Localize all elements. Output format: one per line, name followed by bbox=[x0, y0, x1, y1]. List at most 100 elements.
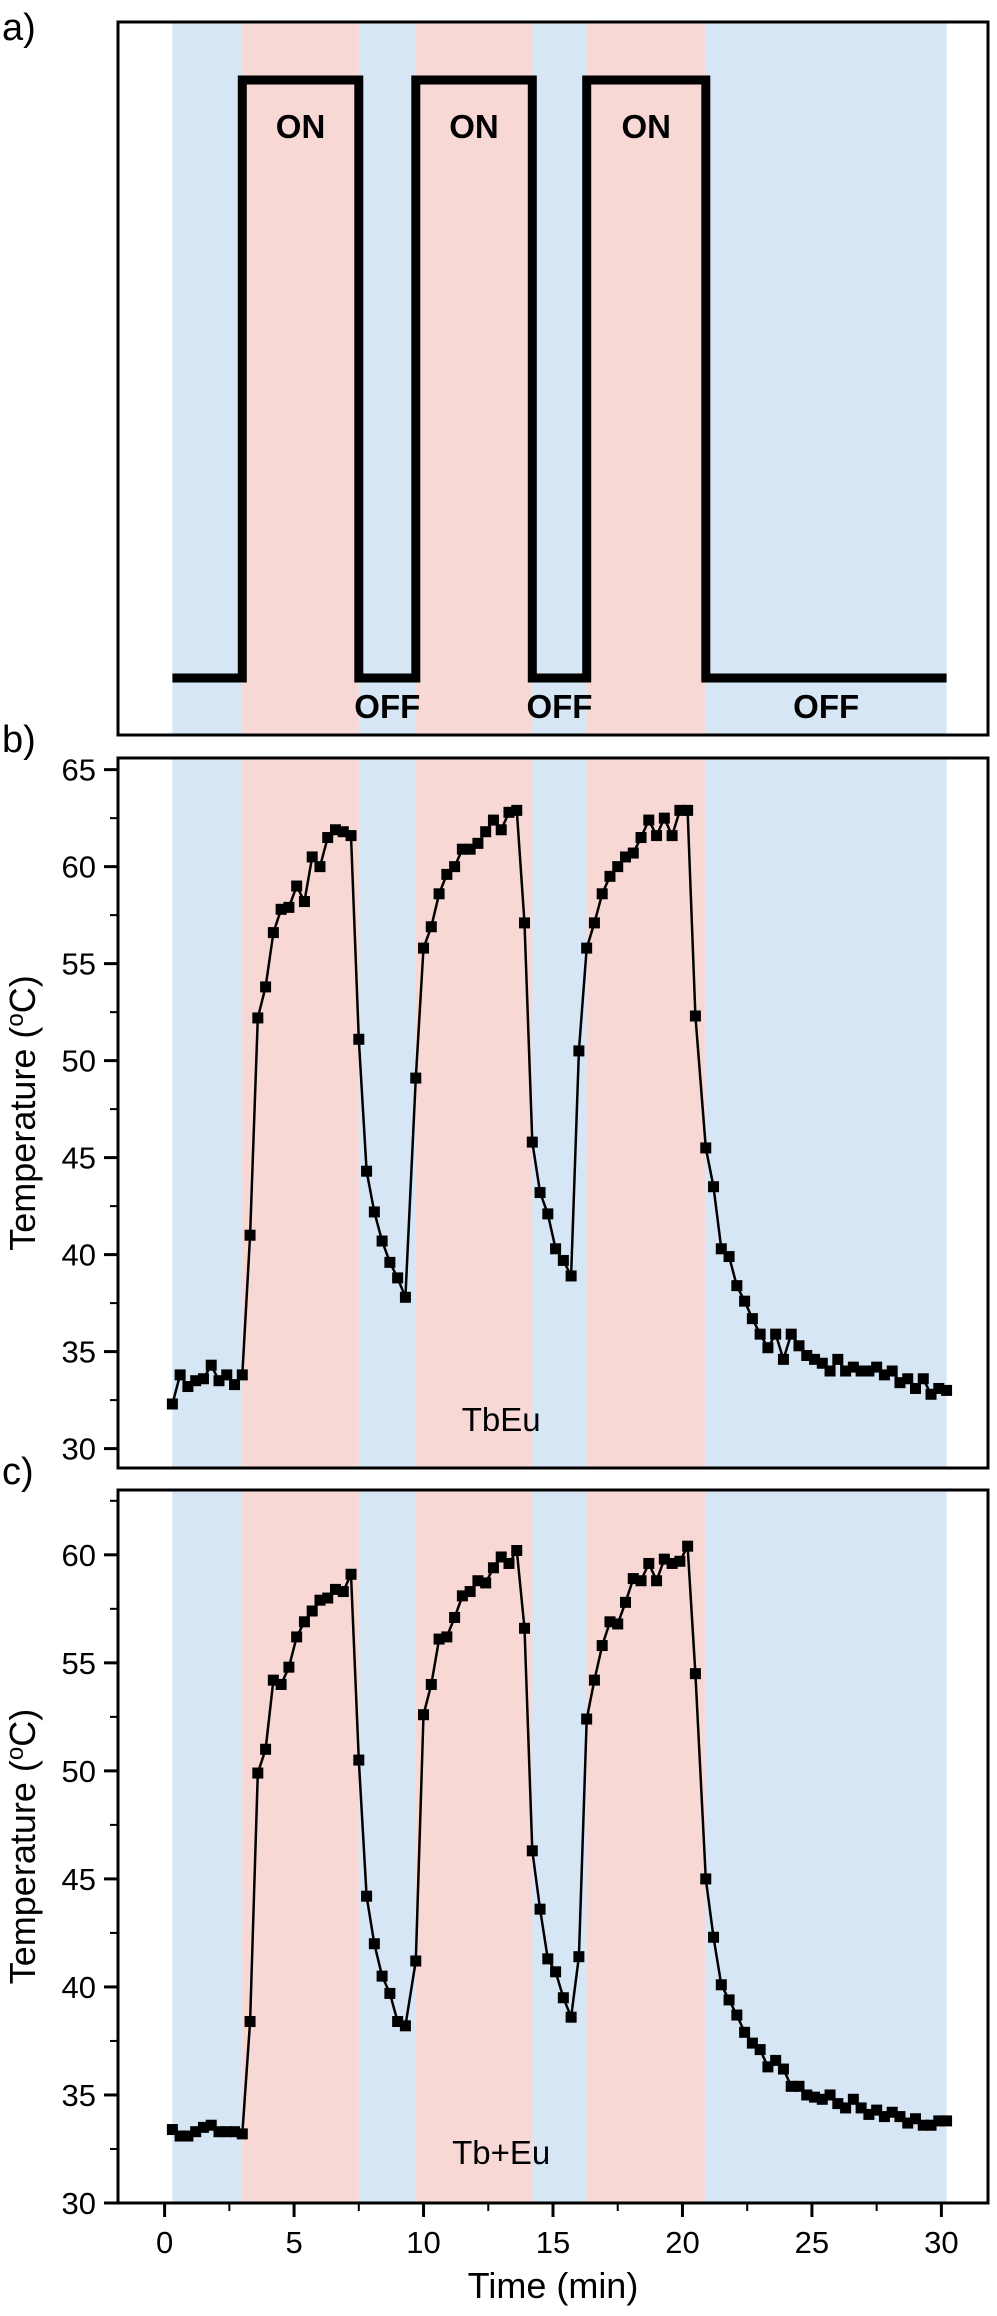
x-tick-label-3: 15 bbox=[536, 2225, 570, 2260]
panel-c-point-81 bbox=[801, 2089, 813, 2101]
panel-c-point-38 bbox=[464, 1586, 476, 1598]
panel-b-y-tick-label-2: 40 bbox=[62, 1238, 96, 1273]
x-tick-label-0: 0 bbox=[156, 2225, 173, 2260]
panel-b-point-83 bbox=[816, 1357, 828, 1369]
panel-b-point-60 bbox=[635, 832, 647, 844]
panel-c-point-39 bbox=[472, 1575, 484, 1587]
panel-c-point-13 bbox=[267, 1674, 279, 1686]
panel-c-point-14 bbox=[275, 1678, 287, 1690]
panel-b-point-43 bbox=[503, 806, 515, 818]
panel-c-point-29 bbox=[392, 2016, 404, 2028]
panel-c-point-32 bbox=[418, 1709, 430, 1721]
panel-c-y-tick-label-0: 30 bbox=[62, 2186, 96, 2221]
state-label-off-5: OFF bbox=[793, 688, 859, 725]
panel-b-point-1 bbox=[174, 1369, 186, 1381]
panel-c-point-27 bbox=[376, 1970, 388, 1982]
panel-b-point-24 bbox=[353, 1033, 365, 1045]
panel-b-point-62 bbox=[651, 830, 663, 842]
panel-c-point-41 bbox=[487, 1562, 499, 1574]
panel-c-point-74 bbox=[746, 2037, 758, 2049]
x-axis-title: Time (min) bbox=[468, 2265, 639, 2306]
panel-c-point-20 bbox=[322, 1592, 334, 1604]
panel-c-point-54 bbox=[588, 1674, 600, 1686]
panel-c-band-off-0 bbox=[172, 1490, 243, 2203]
panel-c-y-tick-label-5: 55 bbox=[62, 1646, 96, 1681]
panel-c-point-97 bbox=[925, 2119, 937, 2131]
panel-b-point-73 bbox=[739, 1295, 751, 1307]
panel-b-point-80 bbox=[793, 1340, 805, 1352]
panel-b-point-48 bbox=[542, 1208, 554, 1220]
panel-b-point-94 bbox=[902, 1373, 914, 1385]
panel-b-point-64 bbox=[666, 830, 678, 842]
panel-c-point-35 bbox=[441, 1631, 453, 1643]
x-tick-label-5: 25 bbox=[795, 2225, 829, 2260]
panel-c-point-17 bbox=[298, 1616, 310, 1628]
panel-b-point-53 bbox=[581, 942, 593, 954]
panel-c-point-60 bbox=[635, 1575, 647, 1587]
panel-c-point-68 bbox=[700, 1873, 712, 1885]
panel-b-point-69 bbox=[708, 1181, 720, 1193]
panel-c-point-82 bbox=[809, 2091, 821, 2103]
panel-a-bands bbox=[172, 22, 947, 735]
panel-b-point-14 bbox=[275, 903, 287, 915]
panel-b-point-59 bbox=[627, 847, 639, 859]
panel-b-point-82 bbox=[809, 1353, 821, 1365]
panel-c-band-off-2 bbox=[358, 1490, 416, 2203]
panel-c-point-21 bbox=[330, 1583, 341, 1595]
panel-c-point-92 bbox=[886, 2106, 898, 2118]
panel-c-point-58 bbox=[620, 1596, 631, 1608]
panel-b-point-50 bbox=[557, 1254, 569, 1266]
panel-b-point-81 bbox=[801, 1349, 813, 1361]
panel-c-point-48 bbox=[542, 1953, 554, 1965]
panel-a-frame bbox=[116, 20, 990, 737]
panel-c-point-61 bbox=[643, 1557, 655, 1569]
panel-b-point-72 bbox=[731, 1280, 743, 1292]
panel-b-point-85 bbox=[832, 1353, 844, 1365]
panel-c-point-5 bbox=[205, 2119, 217, 2131]
panel-b-point-29 bbox=[392, 1272, 404, 1284]
panel-c-point-99 bbox=[941, 2115, 953, 2127]
panel-b-point-17 bbox=[298, 896, 310, 908]
panel-b-series bbox=[166, 804, 953, 1410]
panel-c-point-25 bbox=[361, 1890, 373, 1902]
panel-b-y-axis-title-sup: o bbox=[2, 1013, 29, 1026]
panel-c-point-56 bbox=[604, 1616, 616, 1628]
panel-c-point-91 bbox=[878, 2111, 890, 2123]
panel-b-point-6 bbox=[213, 1375, 225, 1387]
panel-c-y-axis-title-a: Temperature ( bbox=[2, 1760, 43, 1984]
panel-c-point-96 bbox=[917, 2119, 929, 2131]
panel-b-band-on-1 bbox=[242, 758, 359, 1468]
panel-b-y-tick-label-0: 30 bbox=[62, 1432, 96, 1467]
panel-b-point-4 bbox=[197, 1373, 209, 1385]
panel-c-point-78 bbox=[777, 2063, 789, 2075]
panel-c-point-53 bbox=[581, 1713, 593, 1725]
panel-b-point-78 bbox=[777, 1353, 789, 1365]
panel-b-point-95 bbox=[910, 1382, 921, 1394]
panel-c-point-3 bbox=[190, 2126, 202, 2138]
panel-b-point-41 bbox=[487, 814, 499, 826]
panel-b-point-67 bbox=[689, 1010, 701, 1022]
panel-b-point-46 bbox=[526, 1136, 538, 1148]
panel-b-point-89 bbox=[863, 1365, 875, 1377]
panel-b-point-11 bbox=[252, 1012, 264, 1024]
panel-c-x-ticks: 0 5 10 15 20 25 30 bbox=[156, 2203, 959, 2260]
state-label-off-3: OFF bbox=[354, 688, 420, 725]
panel-b-y-ticks: 30 35 40 45 50 55 60 65 bbox=[62, 753, 118, 1467]
panel-b-point-9 bbox=[236, 1369, 248, 1381]
panel-b-point-63 bbox=[658, 812, 670, 824]
panel-b-point-54 bbox=[588, 917, 600, 929]
panel-b-y-axis-title-a: Temperature ( bbox=[2, 1027, 43, 1251]
panel-c-point-98 bbox=[933, 2115, 945, 2127]
panel-c-point-79 bbox=[785, 2080, 797, 2092]
panel-c-frame bbox=[116, 1488, 990, 2205]
panel-b-point-42 bbox=[495, 824, 507, 836]
panel-c-point-34 bbox=[433, 1633, 445, 1645]
panel-b-point-0 bbox=[166, 1398, 178, 1410]
panel-c-point-66 bbox=[682, 1540, 694, 1552]
panel-c-point-1 bbox=[174, 2130, 186, 2142]
panel-b-band-off-2 bbox=[358, 758, 416, 1468]
panel-b-point-77 bbox=[770, 1328, 782, 1340]
panel-c-point-94 bbox=[902, 2117, 914, 2129]
panel-c-point-2 bbox=[182, 2130, 194, 2142]
